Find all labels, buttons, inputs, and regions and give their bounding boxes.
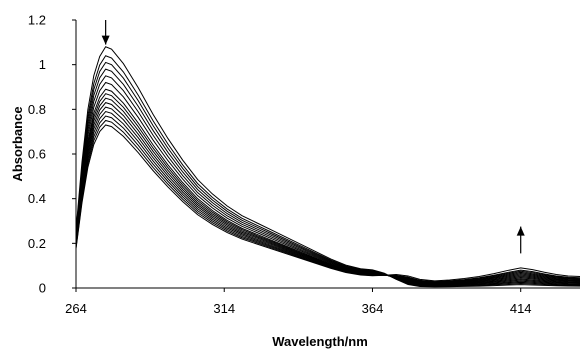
arrow-down-annotation [101,20,110,45]
y-tick-label: 0.2 [28,236,46,251]
x-tick-label: 414 [510,301,532,316]
y-tick-label: 0.4 [28,191,46,206]
arrow-up-annotation [516,226,525,254]
tick-labels: 0 0.2 0.4 0.6 0.8 1 1.2 264 314 364 414 [28,13,532,317]
spectrum-line-6 [75,81,581,286]
arrow-head [101,35,110,45]
spectrum-line-7 [75,88,581,285]
spectrum-line-10 [75,102,581,284]
spectrum-line-2 [75,55,581,287]
annotations [101,20,525,254]
spectrum-line-12 [75,110,581,283]
y-tick-label: 0.6 [28,147,46,162]
y-tick-label: 0 [39,281,46,296]
spectrum-line-8 [75,93,581,285]
arrow-head [516,226,525,236]
spectrum-line-14 [75,119,581,283]
spectrum-line-11 [75,106,581,284]
spectrum-line-15 [75,124,581,282]
spectrum-line-13 [75,115,581,283]
plot-lines [75,46,581,288]
x-tick-label: 364 [362,301,384,316]
spectrum-line-1 [75,46,581,288]
axes [72,19,580,292]
spectrum-line-5 [75,75,581,286]
spectrum-line-9 [75,97,581,285]
y-tick-label: 0.8 [28,102,46,117]
y-axis-title: Absorbance [10,106,25,181]
x-tick-label: 314 [213,301,235,316]
y-tick-label: 1 [39,57,46,72]
spectrum-line-3 [75,61,581,287]
x-tick-label: 264 [65,301,87,316]
y-tick-label: 1.2 [28,13,46,28]
x-axis-title: Wavelength/nm [272,334,368,349]
spectrum-line-4 [75,68,581,287]
